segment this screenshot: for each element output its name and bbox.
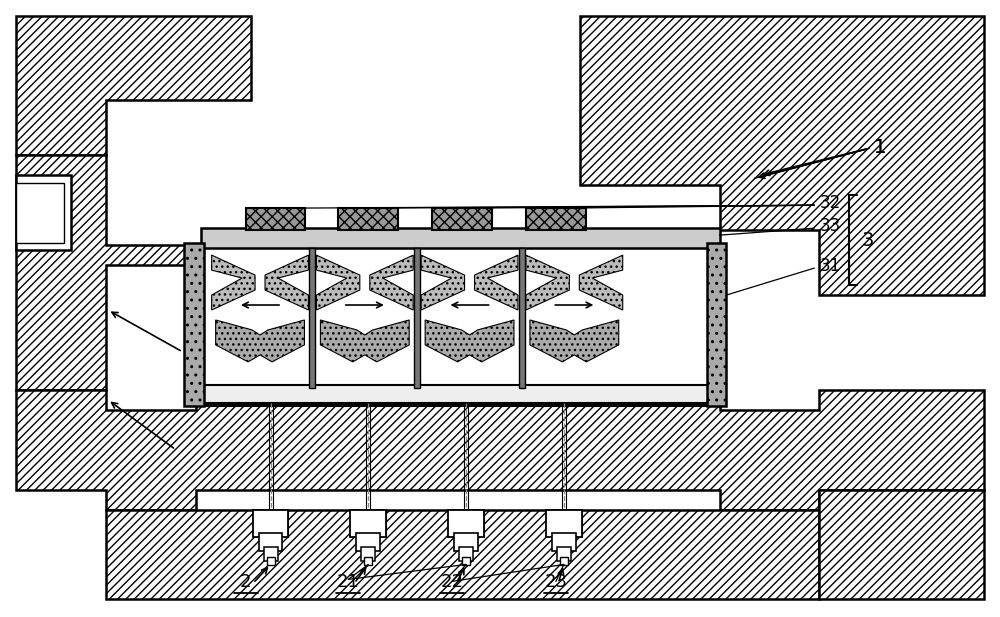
Bar bbox=[552, 534, 576, 552]
Polygon shape bbox=[370, 255, 413, 310]
Text: 1: 1 bbox=[874, 138, 887, 157]
Text: 3: 3 bbox=[861, 231, 874, 250]
Bar bbox=[309, 248, 315, 388]
Bar bbox=[191, 245, 720, 405]
Bar bbox=[259, 534, 282, 552]
Bar bbox=[246, 208, 305, 230]
Polygon shape bbox=[579, 255, 623, 310]
Text: 2: 2 bbox=[240, 573, 251, 591]
Bar bbox=[361, 547, 375, 561]
Text: 32: 32 bbox=[819, 194, 841, 212]
Bar bbox=[350, 510, 386, 537]
Polygon shape bbox=[530, 320, 619, 362]
Bar bbox=[454, 534, 478, 552]
Polygon shape bbox=[16, 15, 251, 155]
Polygon shape bbox=[526, 255, 569, 310]
Bar bbox=[184, 243, 204, 406]
Bar bbox=[459, 547, 473, 561]
Bar bbox=[432, 208, 492, 230]
Bar bbox=[560, 557, 568, 565]
Text: 22: 22 bbox=[441, 573, 464, 591]
Bar bbox=[526, 208, 586, 230]
Bar bbox=[253, 510, 288, 537]
Text: 21: 21 bbox=[337, 573, 360, 591]
Bar bbox=[16, 175, 71, 250]
Polygon shape bbox=[421, 255, 465, 310]
Text: 23: 23 bbox=[544, 573, 567, 591]
Bar bbox=[356, 534, 380, 552]
Polygon shape bbox=[106, 510, 819, 599]
Text: 1: 1 bbox=[874, 138, 887, 157]
Bar bbox=[264, 547, 278, 561]
Bar bbox=[448, 510, 484, 537]
Polygon shape bbox=[265, 255, 308, 310]
Bar bbox=[546, 510, 582, 537]
Bar bbox=[519, 248, 525, 388]
Bar bbox=[16, 183, 64, 243]
Bar bbox=[364, 557, 372, 565]
Polygon shape bbox=[16, 155, 196, 390]
Text: 33: 33 bbox=[819, 217, 841, 235]
Bar bbox=[462, 557, 470, 565]
Polygon shape bbox=[320, 320, 409, 362]
Bar bbox=[267, 557, 275, 565]
Bar bbox=[201, 385, 710, 403]
Bar bbox=[557, 547, 571, 561]
Bar bbox=[338, 208, 398, 230]
Polygon shape bbox=[580, 15, 984, 295]
Polygon shape bbox=[425, 320, 514, 362]
Polygon shape bbox=[819, 490, 984, 599]
Bar bbox=[414, 248, 420, 388]
Polygon shape bbox=[212, 255, 255, 310]
Bar bbox=[201, 228, 720, 248]
Bar bbox=[707, 243, 726, 406]
Polygon shape bbox=[475, 255, 518, 310]
Polygon shape bbox=[216, 320, 304, 362]
Text: 31: 31 bbox=[819, 257, 841, 275]
Polygon shape bbox=[16, 390, 984, 510]
Polygon shape bbox=[316, 255, 360, 310]
